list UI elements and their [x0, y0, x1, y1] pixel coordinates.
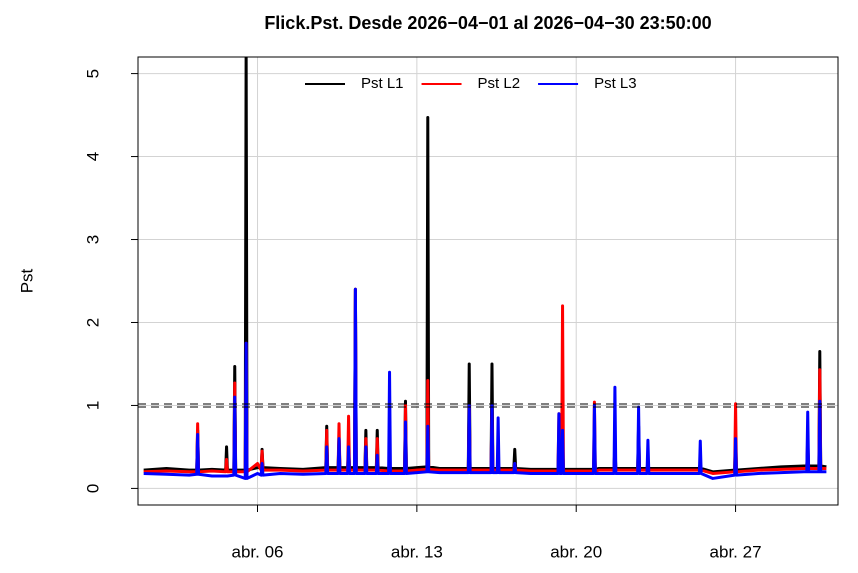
y-tick-label: 3	[83, 235, 102, 244]
y-tick-label: 5	[83, 69, 102, 78]
plot-frame	[137, 56, 839, 506]
y-tick-label: 1	[83, 401, 102, 410]
x-tick-label: abr. 13	[391, 542, 443, 561]
x-tick-label: abr. 20	[550, 542, 602, 561]
y-axis-label: Pst	[17, 268, 36, 293]
axes: 0 1 2 3 4 5 abr. 06 abr. 13 abr. 20 abr. 27	[83, 69, 761, 562]
x-tick-label: abr. 06	[232, 542, 284, 561]
legend: Pst L1 Pst L2 Pst L3	[305, 75, 637, 92]
legend-label: Pst L3	[594, 75, 637, 92]
legend-label: Pst L2	[478, 75, 521, 92]
chart-title: Flick.Pst. Desde 2026−04−01 al 2026−04−3…	[264, 13, 711, 33]
x-tick-label: abr. 27	[710, 542, 762, 561]
grid	[138, 57, 838, 505]
plot-area	[138, 57, 838, 480]
y-tick-label: 4	[83, 152, 102, 161]
y-tick-label: 0	[83, 484, 102, 493]
y-tick-label: 2	[83, 318, 102, 327]
legend-label: Pst L1	[361, 75, 404, 92]
series-line	[143, 287, 827, 480]
